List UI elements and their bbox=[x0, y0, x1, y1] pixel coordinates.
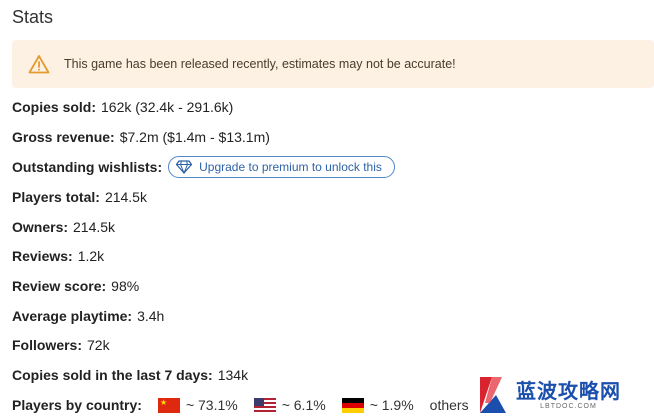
stat-outstanding-wishlists: Outstanding wishlists: Upgrade to premiu… bbox=[12, 156, 395, 178]
stat-value: $7.2m ($1.4m - $13.1m) bbox=[119, 129, 270, 145]
watermark-subtitle: LBTDOC.COM bbox=[540, 402, 597, 410]
stat-value: 3.4h bbox=[137, 308, 165, 324]
stat-label: Players total: bbox=[12, 189, 100, 205]
country-share: ~ 1.9% bbox=[369, 397, 414, 413]
watermark-title: 蓝波攻略网 bbox=[516, 380, 621, 403]
stat-label: Average playtime: bbox=[12, 308, 133, 324]
country-others: others bbox=[429, 397, 469, 413]
stat-followers: Followers: 72k bbox=[12, 335, 110, 355]
watermark: 蓝波攻略网 LBTDOC.COM bbox=[472, 372, 652, 418]
watermark-logo-icon bbox=[472, 373, 512, 417]
stat-players-total: Players total: 214.5k bbox=[12, 187, 147, 207]
stat-label: Followers: bbox=[12, 337, 83, 353]
stat-copies-last-7-days: Copies sold in the last 7 days: 134k bbox=[12, 365, 248, 385]
stat-value: 214.5k bbox=[104, 189, 147, 205]
country-share: ~ 6.1% bbox=[281, 397, 326, 413]
country-china: ★ ~ 73.1% bbox=[157, 397, 238, 413]
stat-owners: Owners: 214.5k bbox=[12, 217, 115, 237]
stat-label: Players by country: bbox=[12, 397, 142, 413]
stat-value: 72k bbox=[87, 337, 110, 353]
upgrade-premium-button[interactable]: Upgrade to premium to unlock this bbox=[168, 156, 395, 178]
germany-flag-icon bbox=[341, 397, 364, 413]
stat-gross-revenue: Gross revenue: $7.2m ($1.4m - $13.1m) bbox=[12, 127, 270, 147]
stat-reviews: Reviews: 1.2k bbox=[12, 246, 104, 266]
stat-label: Copies sold: bbox=[12, 99, 97, 115]
diamond-icon bbox=[176, 160, 193, 174]
stat-label: Owners: bbox=[12, 219, 69, 235]
stat-value: 1.2k bbox=[77, 248, 105, 264]
stat-label: Reviews: bbox=[12, 248, 73, 264]
stat-value: 214.5k bbox=[73, 219, 116, 235]
usa-flag-icon bbox=[253, 397, 276, 413]
china-flag-icon: ★ bbox=[157, 397, 180, 413]
stat-players-by-country: Players by country: ★ ~ 73.1% ~ 6.1% ~ 1… bbox=[12, 395, 469, 415]
country-germany: ~ 1.9% bbox=[341, 397, 414, 413]
stat-value: 98% bbox=[111, 278, 140, 294]
warning-banner: This game has been released recently, es… bbox=[12, 40, 654, 88]
stat-value: 134k bbox=[217, 367, 249, 383]
stat-label: Review score: bbox=[12, 278, 107, 294]
warning-triangle-icon bbox=[28, 54, 50, 74]
stat-label: Copies sold in the last 7 days: bbox=[12, 367, 213, 383]
stat-label: Gross revenue: bbox=[12, 129, 115, 145]
upgrade-premium-label: Upgrade to premium to unlock this bbox=[199, 160, 382, 174]
stat-copies-sold: Copies sold: 162k (32.4k - 291.6k) bbox=[12, 97, 233, 117]
stat-value: 162k (32.4k - 291.6k) bbox=[101, 99, 234, 115]
section-title: Stats bbox=[12, 7, 54, 27]
stat-average-playtime: Average playtime: 3.4h bbox=[12, 306, 164, 326]
country-usa: ~ 6.1% bbox=[253, 397, 326, 413]
country-share: ~ 73.1% bbox=[185, 397, 238, 413]
warning-text: This game has been released recently, es… bbox=[64, 57, 456, 71]
stat-review-score: Review score: 98% bbox=[12, 276, 139, 296]
stat-label: Outstanding wishlists: bbox=[12, 159, 163, 175]
